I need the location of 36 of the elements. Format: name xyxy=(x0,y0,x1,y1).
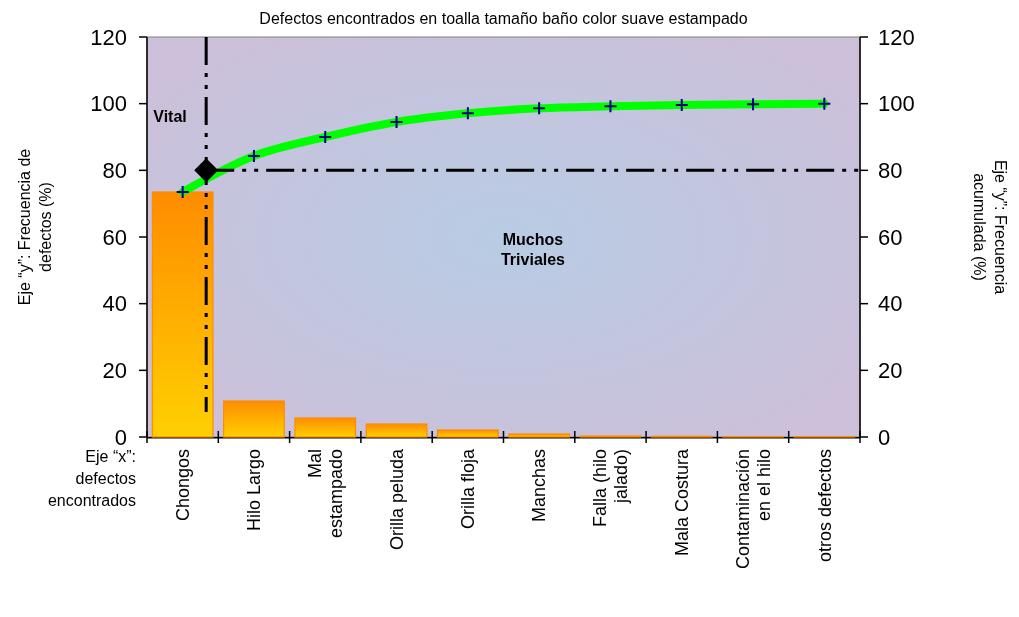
y2-axis-title: Eje “y”: Frecuencia acumulada (%) xyxy=(971,159,1009,295)
y2-tick-label: 60 xyxy=(878,224,903,250)
chart-title: Defectos encontrados en toalla tamaño baño color suave estampado xyxy=(259,10,748,27)
x-tick-label: Contaminación en el hilo xyxy=(732,449,774,570)
y-tick-label: 0 xyxy=(114,424,127,450)
y2-tick-label: 120 xyxy=(878,24,915,50)
x-tick-label: Chongos xyxy=(172,449,193,522)
y-tick-label: 20 xyxy=(102,358,127,384)
y2-tick-label: 80 xyxy=(878,158,903,184)
bar xyxy=(223,400,285,438)
y2-tick-label: 0 xyxy=(878,424,891,450)
y-tick-label: 40 xyxy=(102,291,127,317)
x-tick-label: Mala Costura xyxy=(672,448,693,557)
y-tick-label: 80 xyxy=(102,158,127,184)
x-tick-label: Manchas xyxy=(529,449,550,523)
x-tick-label: Hilo Largo xyxy=(244,449,265,532)
bar xyxy=(294,417,357,438)
x-tick-label: Falla (hilo jalado) xyxy=(590,449,632,528)
y-tick-label: 120 xyxy=(90,24,127,50)
bar xyxy=(151,191,214,438)
annotation: Muchos Triviales xyxy=(500,231,566,268)
bar xyxy=(365,423,428,438)
y2-tick-label: 40 xyxy=(878,291,903,317)
y-tick-label: 100 xyxy=(90,91,127,117)
x-tick-label: Orilla floja xyxy=(458,448,479,530)
x-tick-label: otros defectos xyxy=(814,449,835,563)
x-tick-label: Orilla peluda xyxy=(386,448,407,551)
x-tick-label: Mal estampado xyxy=(305,449,347,539)
y2-tick-label: 100 xyxy=(878,91,915,117)
bar xyxy=(436,429,499,438)
x-axis-title: Eje “x”: defectos encontrados xyxy=(47,448,136,509)
bar xyxy=(508,433,571,438)
y-axis-title: Eje “y”: Frecuencia de defectos (%) xyxy=(16,148,54,306)
annotation: Vital xyxy=(153,108,187,125)
y2-tick-label: 20 xyxy=(878,358,903,384)
y-tick-label: 60 xyxy=(102,224,127,250)
